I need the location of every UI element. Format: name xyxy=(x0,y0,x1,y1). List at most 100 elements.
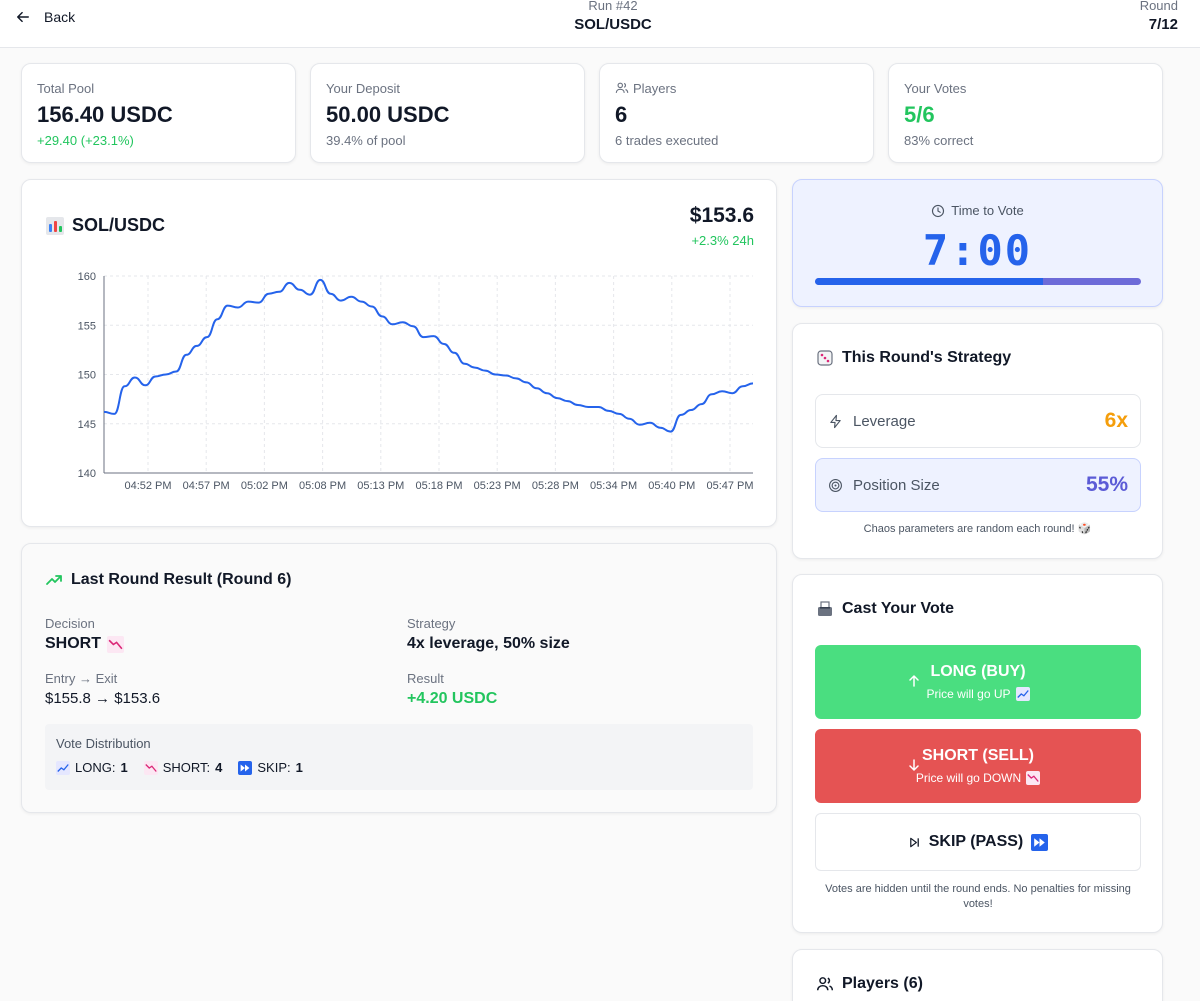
arrow-left-icon xyxy=(17,11,29,23)
fast-forward-icon xyxy=(238,760,253,775)
chart-up-icon xyxy=(1015,687,1030,701)
round-strategy-card: This Round's Strategy Leverage 6x Positi… xyxy=(792,323,1163,559)
chart-x-tick-label: 05:34 PM xyxy=(590,480,637,492)
stat-sub: 83% correct xyxy=(904,133,974,148)
timer-progress-fill xyxy=(815,278,1044,285)
price-change: +2.3% 24h xyxy=(691,233,754,248)
vote-long-button[interactable]: LONG (BUY) Price will go UP xyxy=(815,645,1141,719)
vote-skip-button[interactable]: SKIP (PASS) xyxy=(815,813,1141,871)
strategy-title: This Round's Strategy xyxy=(842,349,1012,366)
chart-y-tick-label: 160 xyxy=(78,271,96,283)
stat-label: Players xyxy=(633,80,677,96)
vote-timer-card: Time to Vote 7:00 xyxy=(792,179,1163,307)
position-size-value: 55% xyxy=(1085,473,1128,496)
vote-distribution-label: Vote Distribution xyxy=(56,736,151,751)
chart-y-tick-label: 155 xyxy=(78,320,96,332)
entry-exit-label: Entry → Exit xyxy=(45,671,118,686)
vote-title-row: Cast Your Vote xyxy=(816,600,954,618)
position-size-param: Position Size 55% xyxy=(815,458,1141,512)
vote-count: 4 xyxy=(215,760,223,775)
short-button-sub: Price will go DOWN xyxy=(915,771,1022,785)
price-chart-card: 140 145 150 155 160 04:52 PM 04:57 PM 05:02 PM 0… xyxy=(21,179,777,527)
lightning-icon xyxy=(830,414,841,428)
chart-x-tick-label: 04:52 PM xyxy=(124,480,171,492)
trending-up-icon xyxy=(46,575,62,585)
result-value: +4.20 USDC xyxy=(407,690,498,707)
leverage-param: Leverage 6x xyxy=(815,394,1141,448)
skip-button-label: SKIP (PASS) xyxy=(928,833,1024,850)
fast-forward-icon xyxy=(1031,833,1049,851)
strategy-label: Strategy xyxy=(407,616,456,631)
run-header: Run #42 SOL/USDC xyxy=(500,0,726,33)
timer-label-row: Time to Vote xyxy=(793,203,1162,218)
stat-value: 50.00 USDC xyxy=(326,102,450,127)
chart-x-tick-label: 05:18 PM xyxy=(415,480,462,492)
chart-y-tick-label: 150 xyxy=(78,370,96,382)
stat-card-your-deposit: Your Deposit 50.00 USDC 39.4% of pool xyxy=(310,63,585,163)
position-size-label-row: Position Size xyxy=(828,477,940,494)
vote-label: LONG: xyxy=(75,760,116,775)
arrow-down-icon xyxy=(909,759,919,771)
chart-x-tick-label: 05:40 PM xyxy=(648,480,695,492)
stat-sub: +29.40 (+23.1%) xyxy=(37,133,134,148)
decision-label: Decision xyxy=(45,616,95,631)
result-field: Result +4.20 USDC xyxy=(407,671,497,708)
back-label: Back xyxy=(44,9,76,25)
strategy-title-row: This Round's Strategy xyxy=(816,349,1011,367)
decision-value-row: SHORT xyxy=(45,635,124,653)
run-label: Run #42 xyxy=(588,0,638,13)
chart-down-icon xyxy=(107,635,124,653)
players-card: Players (6) xyxy=(792,949,1163,1001)
current-price: $153.6 xyxy=(689,204,754,227)
round-value: 7/12 xyxy=(1148,16,1178,33)
decision-field: Decision SHORT xyxy=(45,616,124,653)
chart-x-tick-label: 05:23 PM xyxy=(474,480,521,492)
vote-title: Cast Your Vote xyxy=(842,600,955,617)
vote-label: SKIP: xyxy=(257,760,291,775)
ballot-box-icon xyxy=(818,601,832,616)
vote-count-short: SHORT: 4 xyxy=(143,760,223,775)
chart-x-tick-label: 05:02 PM xyxy=(241,480,288,492)
players-title-row: Players (6) xyxy=(816,975,923,993)
stat-label: Your Deposit xyxy=(326,80,400,96)
vote-note: Votes are hidden until the round ends. N… xyxy=(825,883,1131,910)
arrow-up-icon xyxy=(909,675,919,687)
last-round-card: Last Round Result (Round 6) Decision SHO… xyxy=(21,543,777,813)
result-label: Result xyxy=(407,671,444,686)
chart-x-tick-label: 04:57 PM xyxy=(183,480,230,492)
timer-progress-bar xyxy=(815,278,1141,285)
long-button-subrow: Price will go UP xyxy=(926,687,1030,701)
users-icon xyxy=(816,977,834,991)
long-button-label: LONG (BUY) xyxy=(930,663,1026,680)
long-button-sub: Price will go UP xyxy=(926,687,1011,701)
skip-button-row: SKIP (PASS) xyxy=(908,833,1049,851)
leverage-label: Leverage xyxy=(853,412,916,430)
vote-distribution: Vote Distribution LONG: 1 SHORT: 4 xyxy=(45,724,753,790)
strategy-value: 4x leverage, 50% size xyxy=(407,635,570,652)
stat-value: 156.40 USDC xyxy=(37,102,173,127)
last-round-title: Last Round Result (Round 6) xyxy=(71,571,292,588)
stat-sub: 6 trades executed xyxy=(615,133,719,148)
vote-count-long: LONG: 1 xyxy=(56,760,128,775)
leverage-value: 6x xyxy=(1104,409,1128,432)
chart-down-icon xyxy=(143,760,158,775)
clock-icon xyxy=(932,204,945,217)
vote-count: 1 xyxy=(120,760,128,775)
chart-title: SOL/USDC xyxy=(72,215,166,235)
entry-exit-field: Entry → Exit $155.8 → $153.6 xyxy=(45,671,160,707)
stat-label: Your Votes xyxy=(904,80,967,96)
vote-count-skip: SKIP: 1 xyxy=(238,760,303,775)
timer-label: Time to Vote xyxy=(951,203,1024,218)
chart-y-tick-label: 140 xyxy=(78,468,96,480)
stat-value: 5/6 xyxy=(904,102,935,127)
chart-x-tick-label: 05:47 PM xyxy=(706,480,753,492)
leverage-label-row: Leverage xyxy=(828,413,916,430)
chart-price-line xyxy=(103,278,754,433)
stat-label-row: Players xyxy=(615,80,858,96)
vote-short-button[interactable]: SHORT (SELL) Price will go DOWN xyxy=(815,729,1141,803)
stat-label: Total Pool xyxy=(37,80,95,96)
round-label: Round xyxy=(1139,0,1178,13)
timer-value: 7:00 xyxy=(922,226,1033,275)
back-button[interactable]: Back xyxy=(16,6,75,28)
vote-distribution-row: LONG: 1 SHORT: 4 SKIP: 1 xyxy=(56,760,742,775)
